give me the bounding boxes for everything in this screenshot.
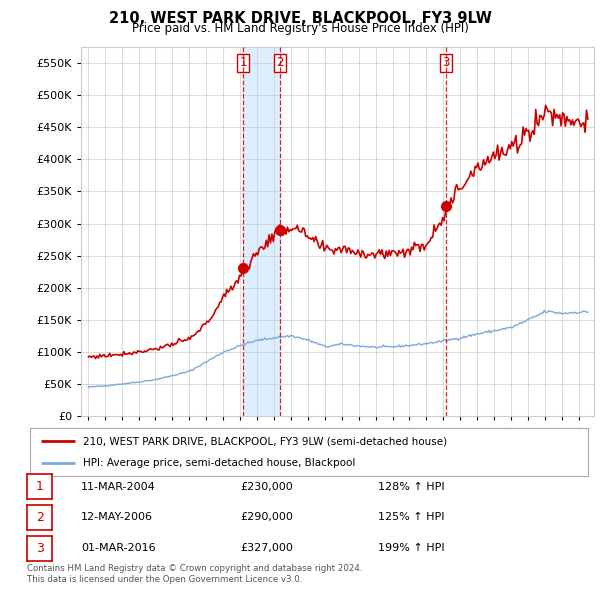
Text: Price paid vs. HM Land Registry's House Price Index (HPI): Price paid vs. HM Land Registry's House … [131,22,469,35]
Text: £290,000: £290,000 [240,513,293,522]
Text: 3: 3 [443,57,450,70]
Text: 11-MAR-2004: 11-MAR-2004 [81,482,156,491]
Text: £327,000: £327,000 [240,543,293,553]
Text: HPI: Average price, semi-detached house, Blackpool: HPI: Average price, semi-detached house,… [83,458,355,468]
Text: 199% ↑ HPI: 199% ↑ HPI [378,543,445,553]
Text: 210, WEST PARK DRIVE, BLACKPOOL, FY3 9LW (semi-detached house): 210, WEST PARK DRIVE, BLACKPOOL, FY3 9LW… [83,436,447,446]
Text: 12-MAY-2006: 12-MAY-2006 [81,513,153,522]
Text: 1: 1 [239,57,247,70]
Text: 128% ↑ HPI: 128% ↑ HPI [378,482,445,491]
Bar [244,47,280,416]
Text: 2: 2 [35,511,44,524]
Text: 3: 3 [35,542,44,555]
Text: 1: 1 [35,480,44,493]
Text: This data is licensed under the Open Government Licence v3.0.: This data is licensed under the Open Gov… [27,575,302,584]
Text: Contains HM Land Registry data © Crown copyright and database right 2024.: Contains HM Land Registry data © Crown c… [27,565,362,573]
Text: £230,000: £230,000 [240,482,293,491]
Text: 210, WEST PARK DRIVE, BLACKPOOL, FY3 9LW: 210, WEST PARK DRIVE, BLACKPOOL, FY3 9LW [109,11,491,25]
Text: 01-MAR-2016: 01-MAR-2016 [81,543,155,553]
Text: 2: 2 [277,57,284,70]
Text: 125% ↑ HPI: 125% ↑ HPI [378,513,445,522]
